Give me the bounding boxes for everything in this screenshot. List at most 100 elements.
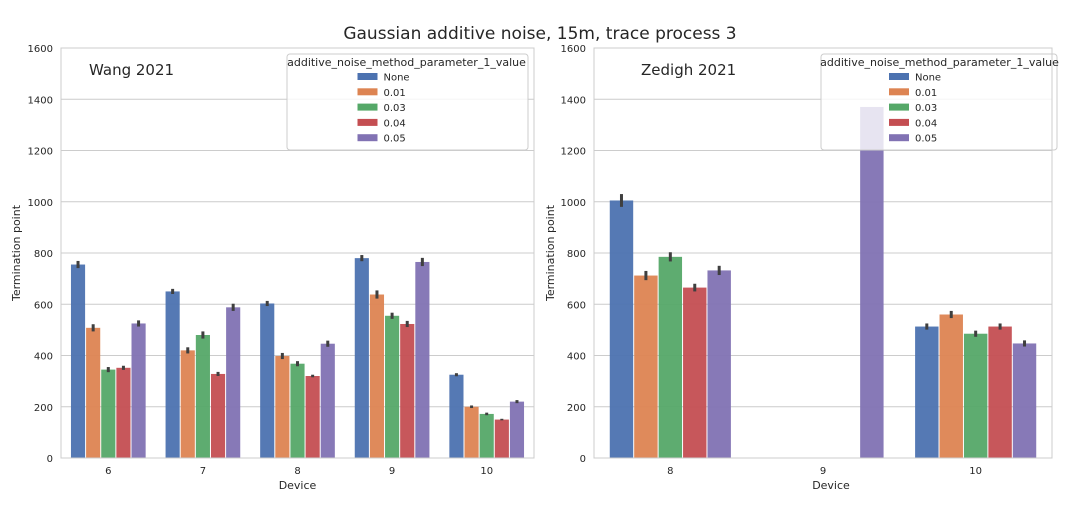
bar-0_01-device-10 <box>939 314 963 458</box>
panel-zedigh-2021: None 0.01 0.03 0.04 0.05 0 200 400 600 800 1000 12… <box>544 44 1059 492</box>
x-tick-label: 10 <box>969 466 982 477</box>
y-axis-label: Termination point <box>544 204 557 302</box>
bar-0_04-device-6 <box>116 367 131 458</box>
y-tick-label: 1400 <box>561 95 586 106</box>
y-tick-label: 200 <box>567 403 586 414</box>
x-tick-label: 6 <box>105 466 111 477</box>
legend-swatch <box>357 73 378 80</box>
x-tick-label: 9 <box>820 466 826 477</box>
legend-swatch <box>889 118 909 126</box>
legend-label: None <box>384 73 410 84</box>
bar-0_03-device-9 <box>385 315 400 458</box>
figure-suptitle: Gaussian additive noise, 15m, trace proc… <box>343 24 736 44</box>
x-tick-labels: 6 7 8 9 10 <box>105 466 493 477</box>
y-tick-label: 400 <box>567 352 586 363</box>
y-tick-label: 1000 <box>561 198 586 209</box>
legend-label: 0.01 <box>384 88 406 99</box>
legend-label: 0.03 <box>384 103 406 114</box>
legend-swatch <box>889 73 909 80</box>
legend-title: additive_noise_method_parameter_1_value <box>820 56 1059 69</box>
x-axis-label: Device <box>812 479 850 492</box>
x-tick-label: 10 <box>480 466 493 477</box>
y-tick-label: 0 <box>47 454 53 465</box>
bar-0_03-device-8 <box>658 256 683 458</box>
legend-box <box>286 53 529 151</box>
bar-series <box>609 106 1037 458</box>
legend-label: 0.04 <box>384 118 406 129</box>
legend-swatch <box>357 103 378 111</box>
legend-label: 0.03 <box>915 103 937 114</box>
bar-0_03-device-6 <box>101 369 116 458</box>
bar-0_04-device-10 <box>988 326 1012 458</box>
bar-0_01-device-9 <box>369 294 385 458</box>
legend-label: 0.05 <box>915 134 937 145</box>
legend-label: 0.04 <box>915 118 937 129</box>
bar-0_05-device-10 <box>1012 343 1037 458</box>
y-tick-label: 800 <box>567 249 586 260</box>
bar-0_03-device-10 <box>963 333 988 458</box>
error-bars <box>76 255 519 421</box>
panel-wang-2021: None 0.01 0.03 0.04 0.05 0 200 400 600 800 1000 12… <box>10 44 535 492</box>
x-tick-label: 8 <box>294 466 300 477</box>
bar-0_05-device-6 <box>131 323 146 458</box>
y-tick-label: 400 <box>34 352 53 363</box>
bar-0_05-device-9 <box>415 261 430 458</box>
x-tick-label: 8 <box>667 466 673 477</box>
legend-swatch <box>357 118 378 126</box>
y-tick-labels: 0 200 400 600 800 1000 1200 1400 1600 <box>561 44 586 465</box>
bar-0_04-device-9 <box>400 323 415 458</box>
bar-0_01-device-10 <box>464 406 479 458</box>
legend-swatch <box>889 103 909 111</box>
bar-0_05-device-8 <box>707 270 731 458</box>
bar-0_05-device-10 <box>509 401 525 458</box>
bar-0_03-device-10 <box>479 413 494 458</box>
bar-None-device-10 <box>449 374 464 458</box>
bar-0_05-device-9 <box>860 106 884 458</box>
legend-label: 0.01 <box>915 88 937 99</box>
legend-swatch <box>357 88 378 96</box>
bar-0_03-device-8 <box>290 363 305 458</box>
y-tick-label: 0 <box>580 454 586 465</box>
bar-0_05-device-7 <box>226 307 241 458</box>
y-tick-label: 1200 <box>28 147 53 158</box>
plot-frame <box>60 47 535 459</box>
legend-swatch <box>357 134 378 142</box>
bar-None-device-6 <box>70 264 86 458</box>
plot-frame <box>593 47 1053 459</box>
y-axis-label: Termination point <box>10 204 23 302</box>
bar-0_01-device-8 <box>275 356 290 458</box>
y-tick-label: 1000 <box>28 198 53 209</box>
bar-0_01-device-8 <box>634 275 658 458</box>
legend: None 0.01 0.03 0.04 0.05 <box>820 53 1058 151</box>
y-tick-labels: 0 200 400 600 800 1000 1200 1400 1600 <box>28 44 53 465</box>
bar-None-device-8 <box>609 200 634 458</box>
bar-0_04-device-8 <box>305 376 320 458</box>
legend: None 0.01 0.03 0.04 0.05 <box>286 53 529 151</box>
legend-label: 0.05 <box>384 134 406 145</box>
legend-title: additive_noise_method_parameter_1_value <box>287 56 526 69</box>
y-tick-label: 1600 <box>28 44 53 55</box>
error-bars <box>619 194 1027 347</box>
bar-None-device-7 <box>165 291 180 458</box>
y-tick-label: 600 <box>567 300 586 311</box>
legend-label: None <box>915 73 941 84</box>
y-tick-label: 1400 <box>28 95 53 106</box>
y-tick-label: 600 <box>34 300 53 311</box>
y-tick-label: 1600 <box>561 44 586 55</box>
y-tick-label: 200 <box>34 403 53 414</box>
bar-series <box>70 258 525 458</box>
y-tick-label: 800 <box>34 249 53 260</box>
panel-title: Zedigh 2021 <box>641 61 736 79</box>
x-tick-label: 9 <box>389 466 395 477</box>
panel-title: Wang 2021 <box>89 61 174 79</box>
bar-None-device-10 <box>915 326 939 458</box>
bar-0_04-device-7 <box>210 373 226 458</box>
y-tick-label: 1200 <box>561 147 586 158</box>
x-tick-labels: 8 9 10 <box>667 466 982 477</box>
bar-None-device-9 <box>354 258 369 458</box>
x-tick-label: 7 <box>200 466 206 477</box>
bar-0_01-device-7 <box>180 350 195 458</box>
legend-swatch <box>889 88 909 96</box>
